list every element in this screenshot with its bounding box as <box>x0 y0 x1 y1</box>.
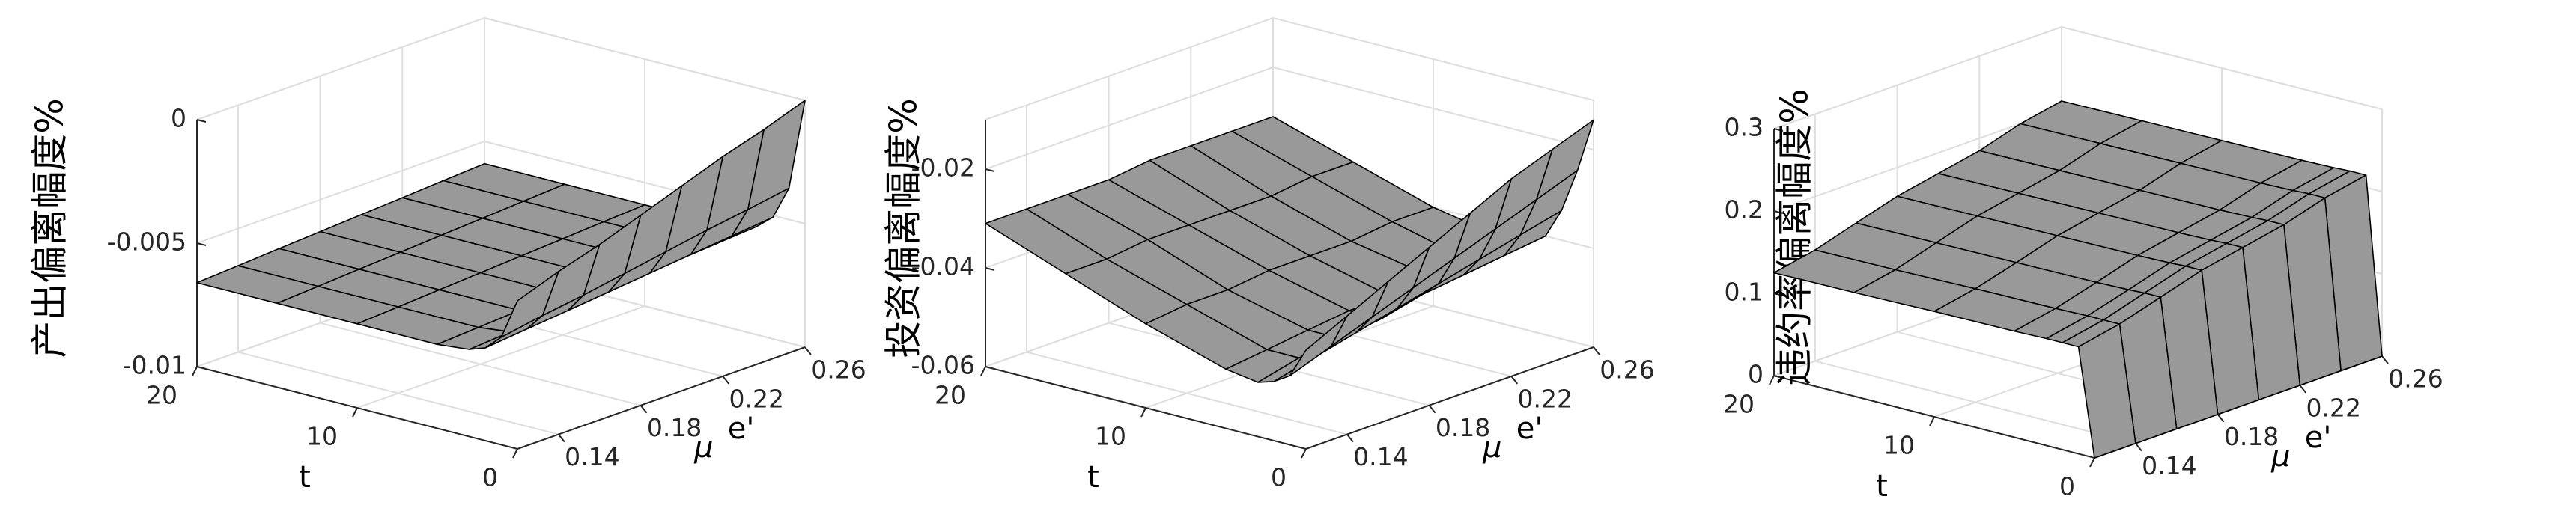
z-tick-label: -0.01 <box>123 351 186 380</box>
y-tick <box>192 366 198 376</box>
z-tick <box>1773 128 1784 132</box>
grid-line <box>985 67 1274 170</box>
z-tick-label: 0 <box>171 104 186 133</box>
surface-plot: 0.140.180.220.260102000.10.20.3tμe'违约率偏离… <box>1723 26 2443 504</box>
z-axis-label: 违约率偏离幅度% <box>1773 88 1817 386</box>
x-axis-label-sup: e' <box>728 412 755 446</box>
surface-plot: 0.14 0.18 0.22 0.26 0 10 20-0.01 -0.005 0 t μ e' 产出偏… <box>28 17 866 495</box>
z-tick-label: -0.02 <box>911 153 975 183</box>
y-tick <box>1929 416 1935 426</box>
z-tick-label: -0.005 <box>107 227 186 257</box>
y-tick <box>2089 457 2095 468</box>
y-tick-label: 20 <box>935 381 966 410</box>
z-axis-label: 产出偏离幅度% <box>28 98 72 358</box>
x-tick-label: 0.26 <box>1600 355 1654 385</box>
x-tick <box>1428 405 1436 414</box>
surface-plot: 0.14 0.18 0.22 0.26 0 10 20-0.06 -0.04 -0.02 t μ e'… <box>882 17 1655 495</box>
grid-line <box>484 17 806 101</box>
x-tick-label: 0.18 <box>1436 413 1490 442</box>
z-tick <box>196 119 207 123</box>
y-tick-label: 10 <box>306 422 338 451</box>
y-tick-label: 20 <box>146 381 177 410</box>
x-axis-label-sup: e' <box>2305 421 2332 455</box>
y-tick <box>980 366 986 376</box>
x-tick-label: 0.14 <box>565 442 619 471</box>
y-tick <box>1140 407 1146 418</box>
x-tick <box>1346 433 1354 443</box>
z-tick <box>196 366 207 370</box>
x-tick <box>2135 442 2142 452</box>
z-tick-label: -0.04 <box>911 252 975 281</box>
z-tick <box>985 366 995 370</box>
box-edge <box>985 17 1274 120</box>
x-axis <box>517 346 806 450</box>
grid-line <box>356 305 645 409</box>
x-tick-label: 0.22 <box>2306 393 2361 422</box>
grid-line <box>2061 26 2383 110</box>
x-axis-label: μ <box>2270 439 2290 474</box>
x-tick <box>722 376 730 385</box>
x-tick <box>1593 346 1600 355</box>
x-tick-label: 0.22 <box>1518 384 1573 413</box>
z-tick <box>1773 210 1784 214</box>
x-axis-label-sup: e' <box>1516 412 1543 446</box>
x-tick <box>1510 376 1519 385</box>
z-tick <box>985 168 995 172</box>
y-axis-label: t <box>1876 469 1888 504</box>
y-tick <box>352 407 358 418</box>
x-tick <box>558 433 565 443</box>
x-tick-label: 0.14 <box>2142 451 2196 480</box>
z-tick-label: 0 <box>1748 360 1764 389</box>
x-tick <box>2299 385 2307 394</box>
x-tick-label: 0.22 <box>729 384 784 413</box>
z-axis-label: 投资偏离幅度% <box>882 98 926 358</box>
y-tick <box>1769 375 1775 385</box>
grid-line <box>196 17 485 120</box>
grid-line <box>1773 108 2062 212</box>
z-tick-label: 0.3 <box>1725 113 1764 142</box>
x-tick-label: 0.18 <box>647 413 702 442</box>
z-tick-label: -0.06 <box>911 351 975 380</box>
x-tick-label: 0.14 <box>1353 442 1408 471</box>
x-axis-label: μ <box>693 430 713 465</box>
x-tick <box>804 346 812 355</box>
y-tick <box>512 448 518 459</box>
y-tick-label: 10 <box>1883 431 1915 460</box>
z-tick-label: 0.2 <box>1725 195 1764 224</box>
y-axis-label: t <box>299 460 311 495</box>
grid-line <box>1272 67 1594 150</box>
y-tick <box>1301 448 1307 459</box>
y-tick-label: 0 <box>2059 472 2075 501</box>
y-tick-label: 0 <box>482 463 498 492</box>
x-axis-label: μ <box>1482 430 1501 465</box>
grid-line <box>1773 26 2062 129</box>
z-tick <box>1773 293 1784 296</box>
z-tick <box>196 242 207 246</box>
x-tick-label: 0.18 <box>2224 422 2279 451</box>
x-tick <box>2381 355 2389 364</box>
z-tick-label: 0.1 <box>1725 278 1764 307</box>
z-tick <box>1773 375 1784 379</box>
z-tick <box>985 267 995 271</box>
y-tick-label: 10 <box>1095 422 1126 451</box>
x-tick-label: 0.26 <box>2388 364 2443 394</box>
x-tick-label: 0.26 <box>811 355 866 385</box>
x-tick <box>640 405 648 414</box>
grid-line <box>196 141 485 244</box>
x-axis <box>1305 346 1594 450</box>
y-tick-label: 20 <box>1723 390 1755 419</box>
y-tick-label: 0 <box>1271 463 1287 492</box>
x-tick <box>2217 414 2225 423</box>
surface-face <box>2077 323 2136 459</box>
surface-face <box>1289 315 1348 376</box>
y-axis-label: t <box>1087 460 1099 495</box>
surface-face <box>500 270 559 338</box>
